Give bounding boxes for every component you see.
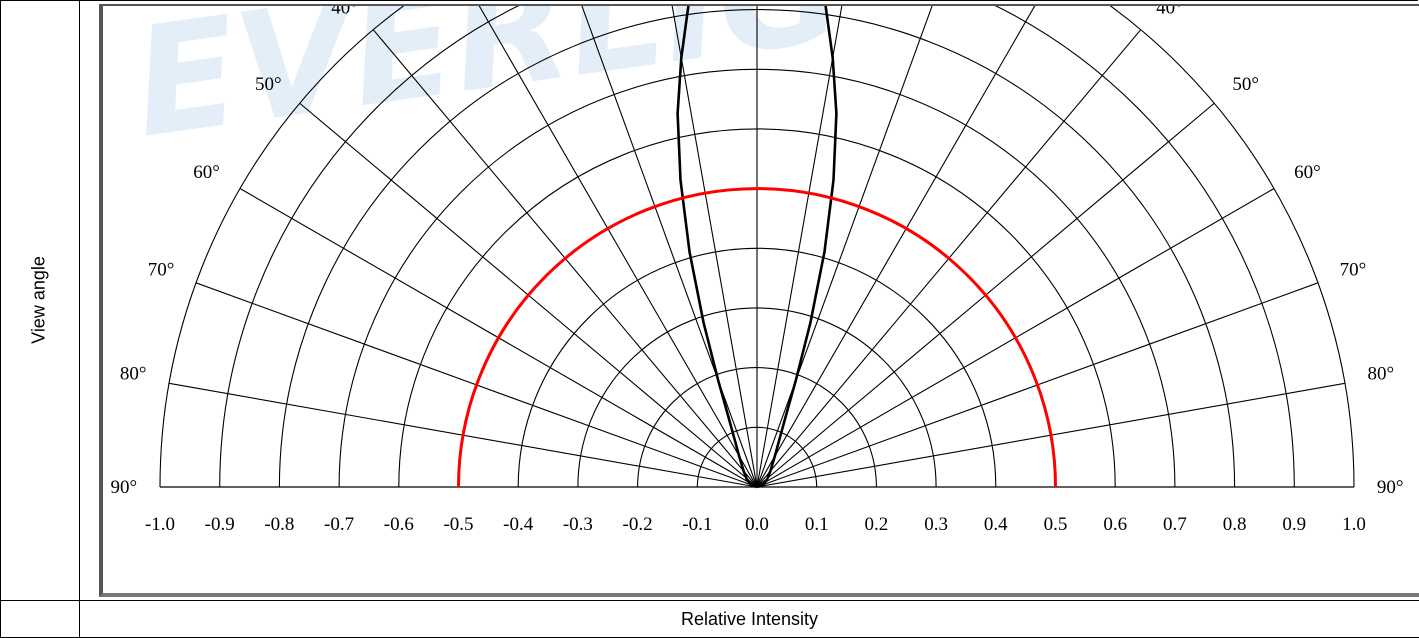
angle-label: 90° [1377, 477, 1404, 498]
angle-label: 60° [193, 162, 220, 183]
x-tick-label: 0.5 [1044, 514, 1068, 535]
watermark-logo: EVERLIG [124, 6, 852, 172]
x-tick-label: -0.2 [623, 514, 653, 535]
x-tick-label: -1.0 [145, 514, 175, 535]
x-tick-label: 0.0 [745, 514, 769, 535]
x-tick-label: -0.5 [443, 514, 473, 535]
half-intensity-ring [457, 187, 1057, 488]
angle-label: 50° [1232, 74, 1259, 95]
grid-ring [219, 6, 1295, 488]
x-tick-label: -0.9 [205, 514, 235, 535]
x-tick-label: -0.6 [384, 514, 414, 535]
angle-label: 90° [110, 477, 137, 498]
angle-label: 70° [1340, 260, 1367, 281]
x-tick-label: 0.8 [1223, 514, 1247, 535]
x-tick-label: -0.8 [264, 514, 294, 535]
y-label-cell: View angle [0, 0, 79, 600]
row-divider [0, 600, 1419, 601]
x-tick-label: 0.4 [984, 514, 1008, 535]
x-axis-label: Relative Intensity [680, 609, 819, 629]
x-tick-label: 0.2 [865, 514, 889, 535]
intensity-curves [457, 6, 1057, 489]
grid-ring [159, 6, 1355, 488]
angle-label: 50° [255, 74, 282, 95]
x-tick-label: -0.1 [682, 514, 712, 535]
x-tick-label: 0.9 [1282, 514, 1306, 535]
angle-label: 80° [120, 364, 147, 385]
intensity-curve [676, 6, 838, 489]
column-divider [79, 0, 80, 638]
x-tick-label: -0.7 [324, 514, 354, 535]
angle-label: 70° [148, 260, 175, 281]
y-axis-label: View angle [28, 256, 49, 344]
x-tick-label: 0.6 [1103, 514, 1127, 535]
axis-labels: -1.0 -0.9 -0.8 -0.7 -0.6 -0.5 -0.4 -0.3 -0.2 -0.1… [110, 6, 1403, 535]
polar-chart-frame: EVERLIG -1.0 -0.9 -0.8 -0.7 -0.6 -0.5 -0.4 -0.3… [99, 4, 1419, 597]
angle-label: 40° [331, 6, 358, 19]
angle-label: 40° [1156, 6, 1183, 19]
x-tick-label: -0.4 [503, 514, 534, 535]
x-tick-label: 1.0 [1342, 514, 1366, 535]
polar-chart: EVERLIG -1.0 -0.9 -0.8 -0.7 -0.6 -0.5 -0.4 -0.3… [110, 6, 1404, 535]
x-tick-label: 0.3 [924, 514, 948, 535]
x-tick-label: -0.3 [563, 514, 593, 535]
x-tick-label: 0.1 [805, 514, 829, 535]
angle-label: 80° [1368, 364, 1395, 385]
x-tick-label: 0.7 [1163, 514, 1187, 535]
angle-label: 60° [1294, 162, 1321, 183]
